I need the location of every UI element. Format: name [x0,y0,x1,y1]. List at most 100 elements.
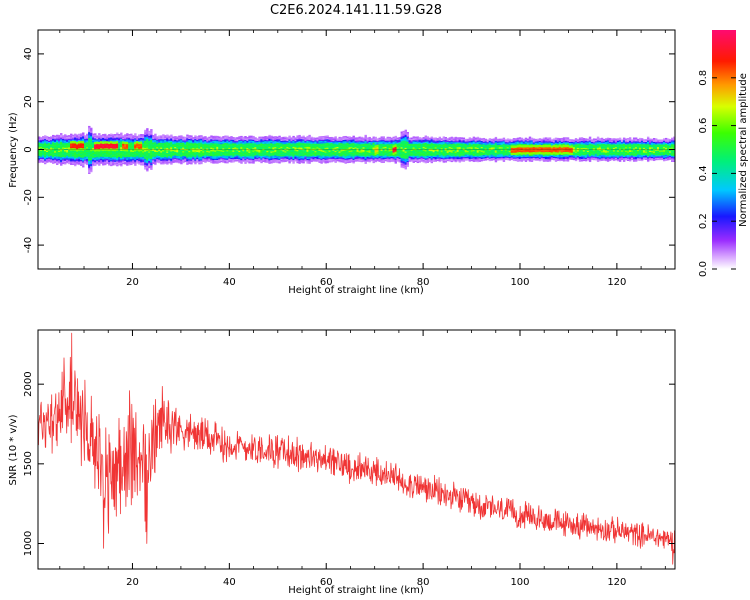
spectrogram-cell [426,139,430,142]
spectrogram-cell [244,149,247,151]
spectrogram-cell [198,156,201,159]
spectrogram-cell [168,146,171,148]
spectrogram-cell [344,156,347,158]
spectrogram-cell [364,137,367,139]
spectrogram-cell [364,155,367,157]
spectrogram-cell [408,157,411,160]
spectrogram-cell [428,144,432,147]
spectrogram-cell [262,138,265,141]
spectrogram-cell [182,156,185,159]
spectrogram-cell [392,147,395,149]
spectrogram-cell [204,140,207,143]
spectrogram-cell [132,135,135,137]
spectrogram-cell [48,138,51,140]
spectrogram-cell [56,149,59,151]
spectrogram-cell [234,156,237,158]
spectrogram-cell [168,160,171,163]
spectrogram-cell [210,139,213,141]
spectrogram-cell [380,145,383,148]
spectrogram-cell [278,154,281,157]
spectrogram-cell [46,158,49,161]
spectrogram-cell [426,145,430,148]
spectrogram-cell [94,154,97,157]
spectrogram-cell [58,144,61,146]
spectrogram-cell [278,141,281,144]
spectrogram-cell [304,156,307,158]
spectrogram-cell [318,138,321,141]
spectrogram-cell [430,142,434,145]
spectrogram-cell [156,152,159,155]
spectrogram-cell [304,153,307,156]
spectrogram-cell [98,157,101,159]
spectrogram-cell [132,156,135,159]
spectrogram-cell [348,142,351,144]
spectrogram-cell [200,153,203,155]
spectrogram-cell [288,153,291,156]
spectrogram-cell [122,162,125,165]
spectrogram-cell [354,144,357,147]
spectrogram-cell [376,149,379,151]
spectrogram-cell [260,159,263,161]
spectrogram-cell [418,141,421,144]
spectrogram-cell [140,159,143,161]
spectrogram-cell [94,141,97,144]
spectrogram-cell [104,158,107,161]
spectrogram-cell [106,157,109,160]
spectrogram-cell [196,160,199,162]
spectrogram-cell [322,157,325,159]
spectrogram-cell [54,149,57,152]
spectrogram-cell [460,148,464,150]
spectrogram-cell [250,136,253,139]
spectrogram-cell [234,149,237,151]
spectrogram-cell [66,142,69,145]
spectrogram-cell [158,150,161,153]
spectrogram-cell [336,144,339,146]
spectrogram-cell [60,159,63,161]
spectrogram-cell [48,144,51,146]
spectrogram-cell [344,141,347,144]
spectrogram-cell [464,146,468,148]
spectrogram-cell [378,153,381,155]
spectrogram-cell [352,138,355,140]
spectrogram-cell [98,152,101,154]
spectrogram-cell [120,155,123,157]
spectrogram-cell [268,156,271,158]
spectrogram-cell [136,153,139,156]
spectrogram-cell [94,151,97,153]
spectrogram-cell [354,149,357,151]
spectrogram-cell [96,160,99,162]
spectrogram-cell [214,162,217,164]
spectrogram-cell [284,153,287,155]
spectrogram-cell [460,150,464,152]
spectrogram-cell [118,135,121,137]
spectrogram-cell [102,157,105,160]
spectrogram-cell [150,132,153,135]
spectrogram-cell [58,158,61,161]
spectrogram-cell [464,157,468,160]
spectrogram-cell [394,160,397,163]
spectrogram-cell [56,135,59,138]
spectrogram-cell [170,139,173,141]
spectrogram-cell [88,155,91,158]
spectrogram-cell [368,152,371,154]
spectrogram-cell [260,144,263,147]
spectrogram-cell [422,159,425,162]
spectrogram-cell [294,144,297,146]
spectrogram-cell [68,155,71,157]
spectrogram-cell [48,146,51,148]
spectrogram-cell [364,147,367,150]
spectrogram-cell [220,136,223,139]
spectrogram-cell [66,156,69,159]
spectrogram-cell [286,150,289,152]
spectrogram-cell [410,141,413,143]
spectrogram-cell [54,145,57,147]
spectrogram-cell [342,161,345,163]
spectrogram-cell [64,155,67,158]
spectrogram-cell [414,155,417,158]
spectrogram-cell [404,141,407,144]
spectrogram-cell [396,153,399,155]
spectrogram-cell [60,163,63,165]
spectrogram-cell [64,141,67,143]
spectrogram-cell [176,161,179,164]
spectrogram-cell [106,149,109,151]
